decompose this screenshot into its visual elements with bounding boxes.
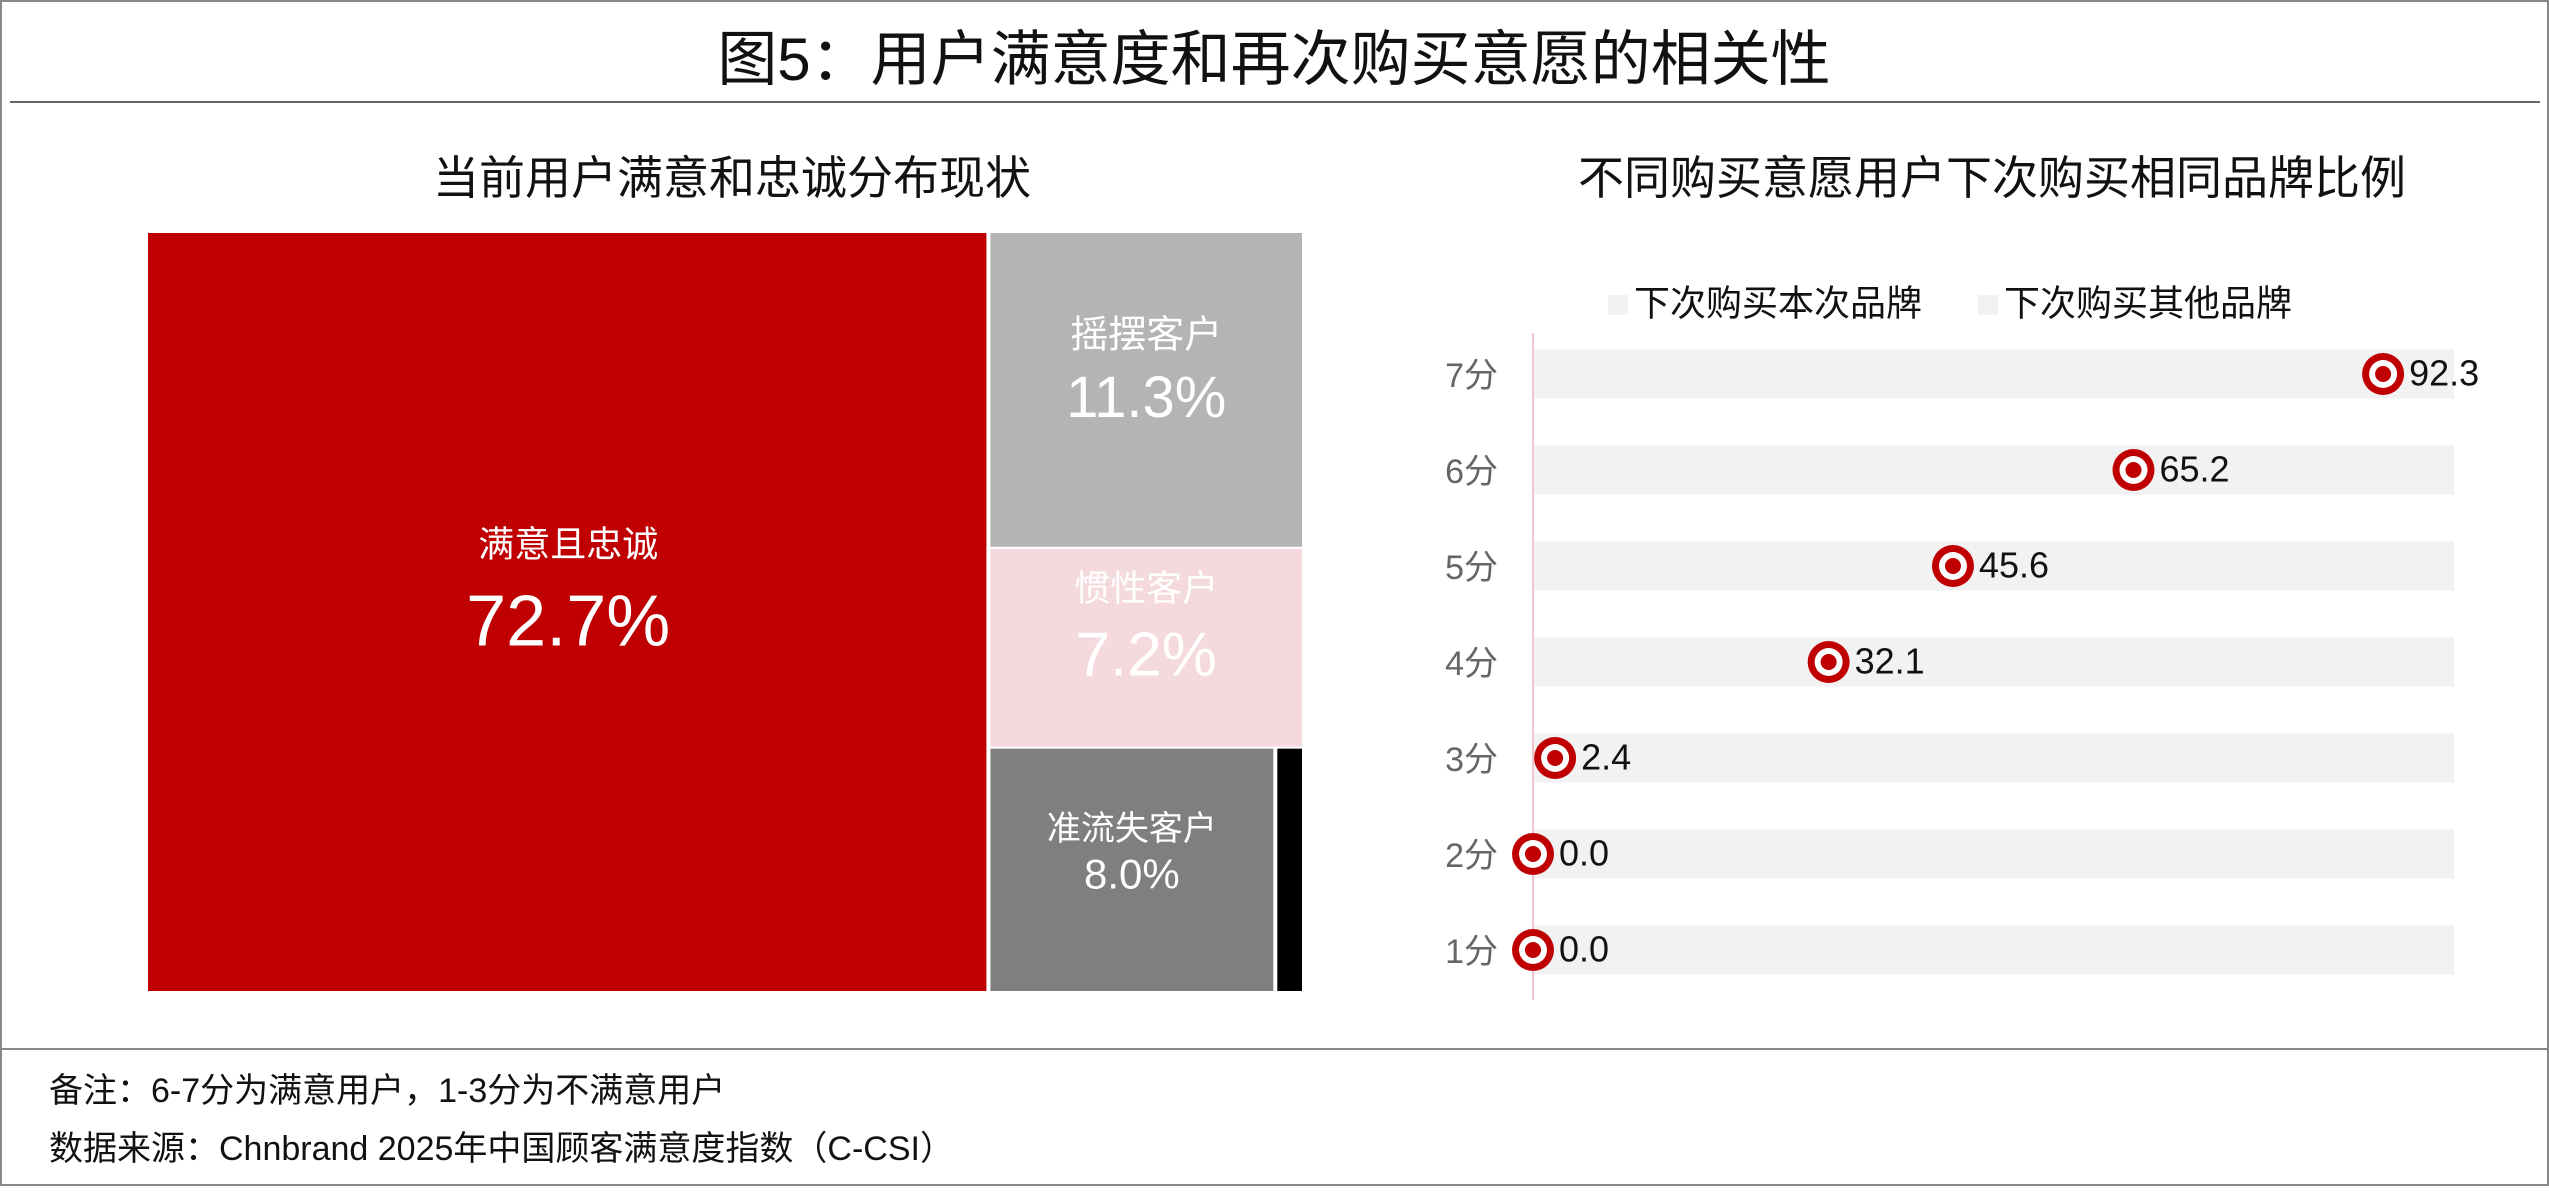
treemap-tile [990,233,1302,547]
data-label: 32.1 [1855,641,1925,682]
legend-swatch [1978,295,1998,315]
tile-label: 摇摆客户 [1070,315,1222,357]
page-title: 图5：用户满意度和再次购买意愿的相关性 [717,26,1830,93]
bar-segment [1828,637,2454,687]
bar-segment [2133,445,2454,495]
data-label: 2.4 [1581,737,1631,778]
tile-label: 准流失客户 [1047,810,1217,848]
chart-title: 不同购买意愿用户下次购买相同品牌比例 [1578,152,2406,204]
y-tick-label: 1分 [1445,933,1498,971]
legend-label: 下次购买本次品牌 [1634,283,1922,324]
dot-core [2375,366,2392,382]
y-tick-label: 2分 [1445,837,1498,875]
y-tick-label: 7分 [1445,357,1498,395]
dot-core [2125,462,2142,478]
dot-core [1820,654,1837,670]
treemap-tile [990,548,1302,747]
bar-segment [1533,637,1829,687]
bar-segment [1533,349,2384,399]
y-tick-label: 5分 [1445,549,1498,587]
bar-segment [1533,541,1953,591]
data-label: 45.6 [1979,545,2049,586]
data-label: 0.0 [1559,833,1609,874]
y-tick-label: 3分 [1445,741,1498,779]
bar-segment [1952,541,2454,591]
chart-title: 当前用户满意和忠诚分布现状 [433,152,1031,204]
dot-core [1944,558,1961,574]
tile-value: 7.2% [1076,620,1217,689]
tile-label: 惯性客户 [1074,567,1218,608]
bar-segment [1533,925,2454,975]
y-tick-label: 4分 [1445,645,1498,683]
legend-label: 下次购买其他品牌 [2004,283,2292,324]
bar-segment [1555,733,2454,783]
bar-segment [1533,829,2454,879]
legend-swatch [1608,295,1628,315]
tile-value: 8.0% [1084,850,1180,897]
data-label: 65.2 [2159,449,2229,490]
tile-value: 11.3% [1066,365,1226,430]
dot-core [1525,846,1541,862]
treemap-tile [990,748,1274,991]
tile-value: 72.7% [466,581,670,661]
treemap-tile [148,233,987,991]
tile-label: 满意且忠诚 [478,524,658,565]
source: 数据来源：Chnbrand 2025年中国顾客满意度指数（C-CSI） [49,1130,954,1168]
note: 备注：6-7分为满意用户，1-3分为不满意用户 [49,1072,725,1110]
data-label: 92.3 [2409,353,2479,394]
y-tick-label: 6分 [1445,453,1498,491]
bar-segment [1533,445,2134,495]
treemap-tile [1277,748,1302,991]
dot-core [1525,942,1541,958]
data-label: 0.0 [1559,929,1609,970]
dot-core [1547,750,1564,766]
